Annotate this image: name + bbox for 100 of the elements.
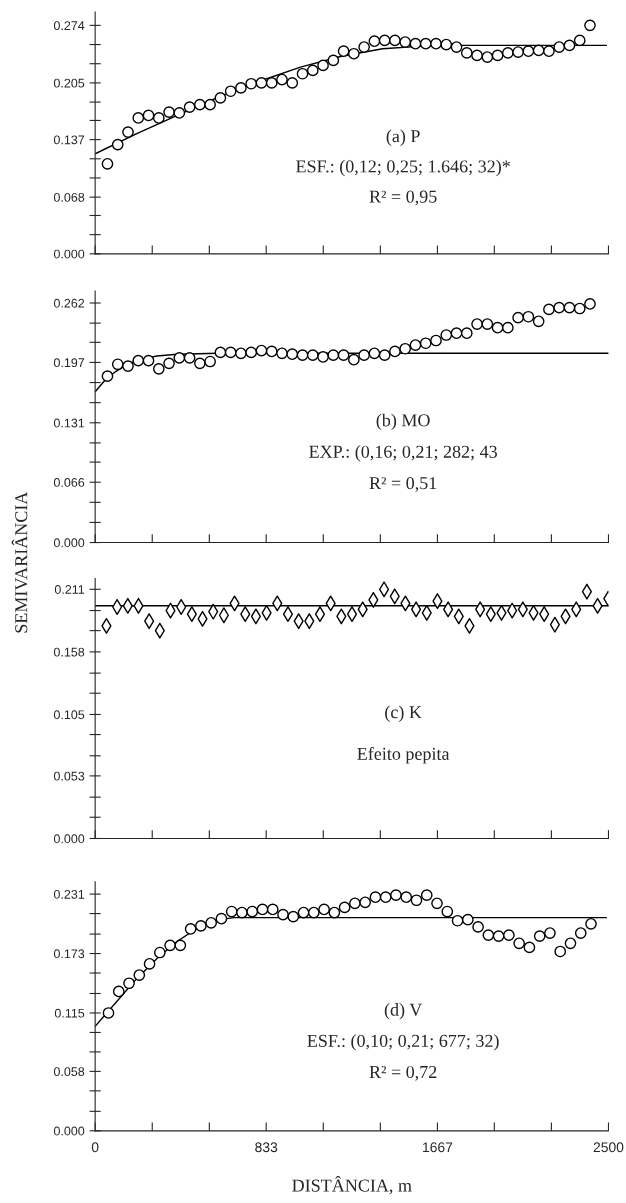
annotation: R² = 0,72 bbox=[369, 1065, 437, 1081]
point bbox=[163, 357, 175, 370]
y-tick-label: 0.173 bbox=[53, 949, 85, 959]
point bbox=[502, 47, 514, 59]
y-tick-label: 0.137 bbox=[53, 135, 85, 145]
point bbox=[306, 64, 319, 77]
point bbox=[277, 908, 289, 921]
point bbox=[184, 923, 197, 935]
point bbox=[317, 59, 329, 72]
point bbox=[584, 19, 596, 32]
x-axis-title: DISTÂNCIA, m bbox=[292, 1176, 412, 1195]
point bbox=[337, 45, 350, 58]
y-tick-label: 0.068 bbox=[53, 192, 85, 202]
y-tick-label: 0.262 bbox=[53, 298, 85, 308]
point bbox=[573, 302, 586, 315]
point bbox=[472, 921, 484, 933]
point bbox=[358, 349, 370, 361]
point bbox=[111, 138, 124, 151]
annotation: Efeito pepita bbox=[357, 747, 450, 764]
point bbox=[399, 342, 412, 355]
point bbox=[348, 353, 360, 366]
point bbox=[420, 889, 433, 901]
annotation: ESF.: (0,10; 0,21; 677; 32) bbox=[307, 1034, 499, 1051]
y-tick-label: 0.205 bbox=[53, 78, 85, 88]
point bbox=[471, 318, 483, 330]
y-tick-label: 0.058 bbox=[53, 1067, 85, 1077]
y-tick-label: 0.158 bbox=[53, 647, 85, 657]
point bbox=[235, 347, 247, 360]
point bbox=[450, 327, 463, 340]
annotation: R² = 0,51 bbox=[369, 477, 437, 492]
point bbox=[554, 945, 567, 958]
point bbox=[369, 891, 382, 904]
point bbox=[481, 318, 494, 330]
point bbox=[358, 41, 370, 53]
point bbox=[378, 34, 391, 47]
point bbox=[152, 362, 165, 375]
point bbox=[296, 349, 309, 361]
point bbox=[491, 321, 504, 334]
point bbox=[307, 906, 320, 919]
point bbox=[143, 957, 156, 970]
y-tick-label: 0.000 bbox=[53, 538, 85, 548]
point bbox=[152, 112, 165, 124]
point bbox=[327, 54, 340, 67]
point bbox=[378, 581, 390, 598]
point bbox=[584, 298, 596, 310]
point bbox=[532, 315, 545, 328]
point bbox=[327, 349, 340, 361]
point bbox=[266, 903, 279, 916]
point bbox=[543, 303, 555, 316]
annotation: ESF.: (0,12; 0,25; 1.646; 32)* bbox=[296, 159, 510, 177]
point bbox=[492, 930, 505, 942]
y-tick-label: 0.000 bbox=[53, 249, 85, 259]
point bbox=[132, 354, 145, 367]
point bbox=[255, 77, 268, 89]
x-tick-label: 2500 bbox=[593, 1142, 624, 1153]
point bbox=[183, 352, 196, 364]
point bbox=[471, 49, 483, 62]
point bbox=[460, 327, 473, 340]
point bbox=[276, 347, 288, 360]
point bbox=[573, 34, 586, 47]
point bbox=[460, 47, 473, 59]
point bbox=[328, 906, 341, 919]
y-tick-label: 0.066 bbox=[53, 478, 85, 487]
point bbox=[553, 41, 566, 53]
point bbox=[214, 92, 227, 104]
point bbox=[522, 45, 535, 58]
point bbox=[214, 346, 227, 359]
point bbox=[368, 35, 381, 48]
point bbox=[400, 891, 413, 904]
point bbox=[265, 345, 278, 358]
point bbox=[491, 49, 504, 62]
point bbox=[348, 47, 360, 60]
annotation: (b) MO bbox=[376, 413, 430, 431]
point bbox=[132, 112, 145, 124]
point bbox=[286, 348, 299, 361]
point bbox=[194, 357, 206, 370]
point bbox=[282, 606, 294, 623]
point bbox=[513, 937, 525, 950]
point bbox=[112, 985, 125, 998]
point bbox=[337, 349, 350, 361]
point bbox=[410, 894, 423, 907]
point bbox=[306, 349, 319, 361]
point bbox=[574, 927, 587, 939]
point bbox=[481, 51, 494, 63]
point bbox=[255, 344, 268, 357]
point bbox=[173, 107, 186, 119]
point bbox=[451, 914, 464, 927]
point bbox=[318, 903, 330, 916]
point bbox=[389, 345, 401, 358]
annotation: (c) K bbox=[385, 705, 422, 722]
point bbox=[563, 301, 576, 314]
point bbox=[235, 82, 247, 94]
point bbox=[183, 101, 196, 113]
point bbox=[111, 358, 124, 371]
point bbox=[205, 916, 218, 929]
point bbox=[430, 37, 442, 50]
point bbox=[296, 67, 309, 80]
point bbox=[409, 339, 422, 351]
point bbox=[431, 897, 443, 910]
point bbox=[338, 901, 351, 914]
